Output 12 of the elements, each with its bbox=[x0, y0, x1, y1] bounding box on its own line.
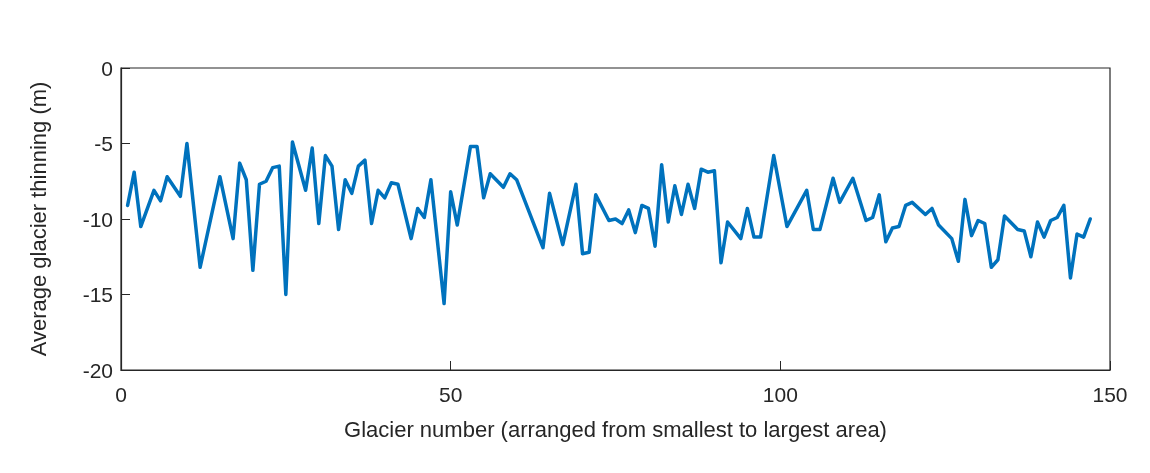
y-tick-label: 0 bbox=[101, 56, 113, 80]
x-tick-label: 150 bbox=[1092, 383, 1128, 406]
line-series bbox=[125, 140, 1092, 306]
x-axis-title: Glacier number (arranged from smallest to largest area) bbox=[344, 416, 887, 442]
x-tick-label: 50 bbox=[438, 383, 463, 406]
y-tick-label: -20 bbox=[82, 358, 113, 382]
y-tick-label: -10 bbox=[82, 207, 113, 231]
x-tick-label: 100 bbox=[762, 383, 798, 406]
y-tick-label: -15 bbox=[82, 283, 113, 306]
y-axis-title: Average glacier thinning (m) bbox=[25, 81, 51, 357]
y-tick-label: -5 bbox=[94, 132, 113, 155]
x-tick-label: 0 bbox=[115, 383, 127, 406]
